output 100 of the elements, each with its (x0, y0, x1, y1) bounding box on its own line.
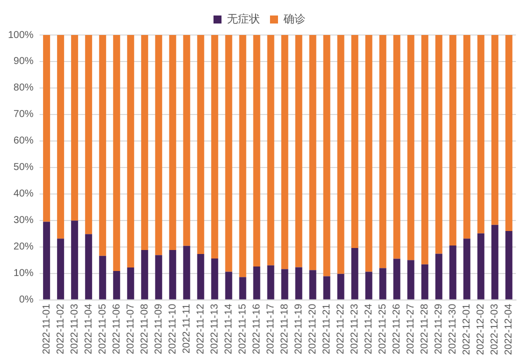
bar (491, 35, 498, 225)
bar (491, 224, 498, 300)
bar (505, 230, 512, 300)
x-tick-label: 2022-11-28 (420, 303, 431, 354)
bar (421, 35, 428, 264)
bar (239, 277, 246, 300)
x-tick-label: 2022-11-08 (139, 303, 150, 354)
x-tick-label: 2022-11-18 (279, 303, 290, 354)
x-tick-label: 2022-11-24 (364, 303, 375, 354)
bar (281, 269, 288, 300)
x-tick-label: 2022-11-10 (167, 303, 178, 354)
bar (127, 35, 134, 268)
bar (113, 35, 120, 271)
bar (239, 35, 246, 278)
y-tick-label: 50% (14, 162, 34, 174)
x-tick-label: 2022-12-01 (462, 303, 473, 356)
bar (57, 35, 64, 239)
bar (99, 35, 106, 256)
y-tick-label: 0% (19, 294, 34, 306)
bar (435, 254, 442, 300)
x-tick-label: 2022-11-20 (308, 303, 319, 354)
bar (309, 270, 316, 300)
x-tick-label: 2022-11-02 (55, 303, 66, 354)
bar (211, 35, 218, 259)
bar (435, 35, 442, 254)
legend-label: 无症状 (227, 12, 260, 26)
x-tick-label: 2022-11-05 (97, 303, 108, 354)
x-tick-label: 2022-11-16 (251, 303, 262, 354)
x-tick-label: 2022-11-13 (209, 303, 220, 354)
bar (295, 267, 302, 300)
legend-label: 确诊 (282, 12, 306, 26)
x-tick-label: 2022-11-11 (181, 303, 192, 354)
bar (351, 248, 358, 300)
bar (197, 254, 204, 300)
x-tick-label: 2022-11-19 (293, 303, 304, 354)
bar (141, 35, 148, 250)
bar (379, 268, 386, 300)
bar (155, 255, 162, 300)
x-tick-label: 2022-11-29 (434, 303, 445, 354)
bar (197, 35, 204, 254)
bar (183, 246, 190, 300)
bar (225, 272, 232, 300)
bar (323, 35, 330, 276)
bar (309, 35, 316, 270)
bar (379, 35, 386, 268)
bar (323, 276, 330, 300)
bar (225, 35, 232, 272)
bar (253, 35, 260, 266)
x-tick-label: 2022-11-27 (406, 303, 417, 354)
bar (71, 220, 78, 300)
bar (169, 35, 176, 250)
bar (43, 35, 50, 222)
bar (71, 35, 78, 221)
bar (211, 258, 218, 300)
y-tick-label: 70% (14, 109, 34, 120)
y-tick-label: 40% (14, 188, 34, 200)
bar (393, 258, 400, 300)
x-tick-label: 2022-12-03 (490, 303, 501, 356)
bar (183, 35, 190, 246)
x-tick-label: 2022-12-02 (476, 303, 487, 356)
bar (351, 35, 358, 248)
bar (477, 233, 484, 300)
x-tick-label: 2022-11-23 (350, 303, 361, 354)
x-tick-label: 2022-11-09 (153, 303, 164, 354)
bar (127, 268, 134, 300)
y-tick-label: 100% (8, 30, 34, 41)
bar (267, 35, 274, 266)
bar (169, 250, 176, 300)
bar (85, 234, 92, 300)
x-tick-label: 2022-12-04 (504, 303, 515, 356)
bar (295, 35, 302, 268)
bar (99, 256, 106, 300)
x-tick-label: 2022-11-06 (111, 303, 122, 354)
x-tick-label: 2022-11-07 (125, 303, 136, 354)
bar (57, 238, 64, 300)
x-tick-label: 2022-11-01 (41, 303, 52, 354)
bar (155, 35, 162, 256)
y-tick-label: 20% (14, 242, 34, 253)
y-tick-label: 60% (14, 136, 34, 147)
x-tick-label: 2022-11-14 (223, 303, 234, 354)
x-tick-label: 2022-11-22 (336, 303, 347, 354)
bar (365, 35, 372, 272)
x-tick-label: 2022-11-12 (195, 303, 206, 354)
bar (141, 250, 148, 300)
x-tick-label: 2022-11-17 (265, 303, 276, 354)
y-tick-label: 10% (14, 268, 34, 280)
bar (365, 272, 372, 300)
bar (43, 222, 50, 300)
x-tick-label: 2022-11-21 (322, 303, 333, 354)
bar (337, 35, 344, 274)
bar (407, 260, 414, 300)
bar (113, 270, 120, 300)
bar (267, 265, 274, 300)
y-tick-label: 90% (14, 56, 34, 68)
bar (477, 35, 484, 234)
bar (505, 35, 512, 231)
x-tick-label: 2022-11-15 (237, 303, 248, 354)
bar (463, 35, 470, 239)
bar (421, 264, 428, 300)
x-tick-label: 2022-11-25 (378, 303, 389, 354)
